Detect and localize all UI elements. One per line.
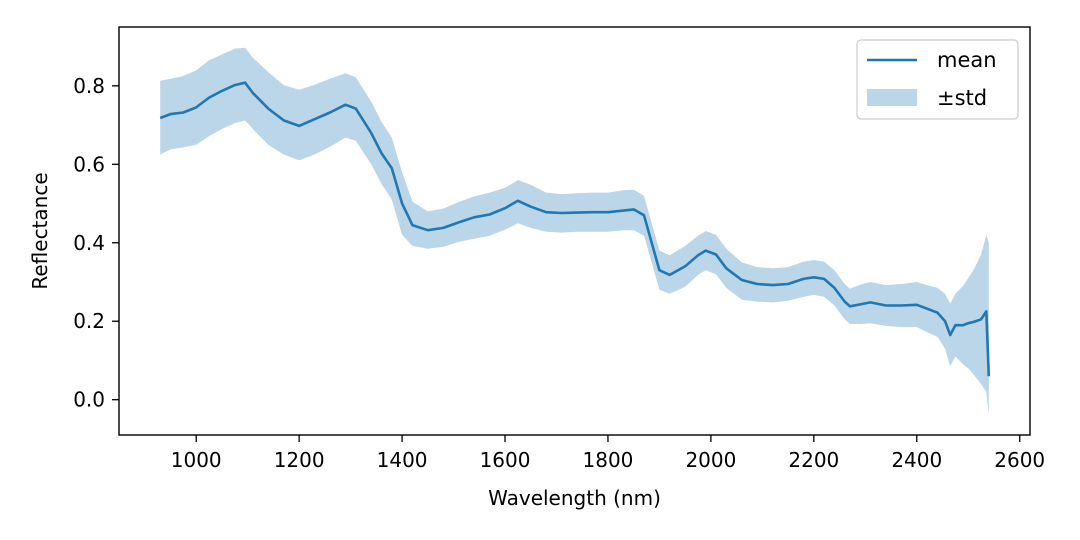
x-axis: 1000 1200 1400 1600 1800 2000 2200 2400 2600 bbox=[171, 435, 1045, 472]
y-tick-label: 0.0 bbox=[73, 388, 105, 412]
legend-std-swatch bbox=[867, 89, 917, 106]
y-tick-label: 0.2 bbox=[73, 309, 105, 333]
x-tick-label: 2200 bbox=[788, 448, 839, 472]
x-tick-label: 1000 bbox=[171, 448, 222, 472]
x-tick-label: 1200 bbox=[274, 448, 325, 472]
x-tick-label: 2000 bbox=[685, 448, 736, 472]
y-tick-label: 0.6 bbox=[73, 152, 105, 176]
y-tick-label: 0.8 bbox=[73, 74, 105, 98]
mean-line bbox=[159, 81, 991, 377]
axes-frame bbox=[118, 26, 1031, 436]
y-tick-label: 0.4 bbox=[73, 231, 105, 255]
x-tick-label: 1400 bbox=[377, 448, 428, 472]
x-tick-label: 1800 bbox=[583, 448, 634, 472]
legend: mean ±std bbox=[856, 39, 1019, 120]
legend-mean-label: mean bbox=[937, 48, 997, 72]
x-tick-label: 2400 bbox=[891, 448, 942, 472]
x-axis-label: Wavelength (nm) bbox=[488, 486, 661, 510]
x-tick-label: 1600 bbox=[480, 448, 531, 472]
y-axis: 0.0 0.2 0.4 0.6 0.8 bbox=[73, 74, 119, 412]
plot-area bbox=[159, 47, 991, 416]
x-tick-label: 2600 bbox=[994, 448, 1045, 472]
std-band bbox=[160, 47, 989, 416]
y-axis-label: Reflectance bbox=[28, 172, 52, 289]
legend-std-label: ±std bbox=[937, 86, 987, 110]
